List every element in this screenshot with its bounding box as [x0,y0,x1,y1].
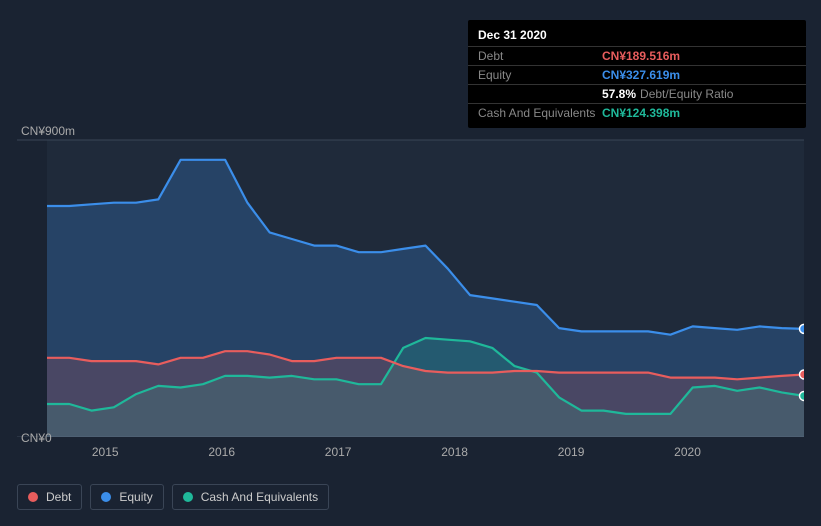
legend-label: Debt [46,490,71,504]
tooltip-label-ratio-spacer [478,87,602,101]
tooltip-date: Dec 31 2020 [468,26,806,46]
tooltip-value-debt: CN¥189.516m [602,49,680,63]
chart-legend: Debt Equity Cash And Equivalents [17,484,329,510]
legend-item-cash[interactable]: Cash And Equivalents [172,484,329,510]
debt-color-dot [28,492,38,502]
x-tick-label: 2016 [208,445,235,459]
legend-item-debt[interactable]: Debt [17,484,82,510]
tooltip-value-equity: CN¥327.619m [602,68,680,82]
area-chart[interactable] [17,120,804,437]
y-axis-label-max: CN¥900m [21,124,75,138]
cash-color-dot [183,492,193,502]
x-tick-label: 2015 [92,445,119,459]
tooltip-row-equity: Equity CN¥327.619m [468,65,806,84]
tooltip-label-debt: Debt [478,49,602,63]
tooltip-value-cash: CN¥124.398m [602,106,680,120]
x-tick-label: 2017 [325,445,352,459]
x-tick-label: 2019 [558,445,585,459]
tooltip-row-ratio: 57.8% Debt/Equity Ratio [468,84,806,103]
legend-item-equity[interactable]: Equity [90,484,163,510]
tooltip-panel: Dec 31 2020 Debt CN¥189.516m Equity CN¥3… [468,20,806,128]
tooltip-ratio-pct: 57.8% [602,87,636,101]
tooltip-ratio-label: Debt/Equity Ratio [640,87,733,101]
y-axis-label-min: CN¥0 [21,431,52,445]
chart-container: CN¥900m CN¥0 201520162017201820192020 [17,120,804,442]
tooltip-label-cash: Cash And Equivalents [478,106,602,120]
tooltip-label-equity: Equity [478,68,602,82]
equity-color-dot [101,492,111,502]
x-tick-label: 2018 [441,445,468,459]
tooltip-row-debt: Debt CN¥189.516m [468,46,806,65]
legend-label: Cash And Equivalents [201,490,318,504]
x-tick-label: 2020 [674,445,701,459]
legend-label: Equity [119,490,152,504]
